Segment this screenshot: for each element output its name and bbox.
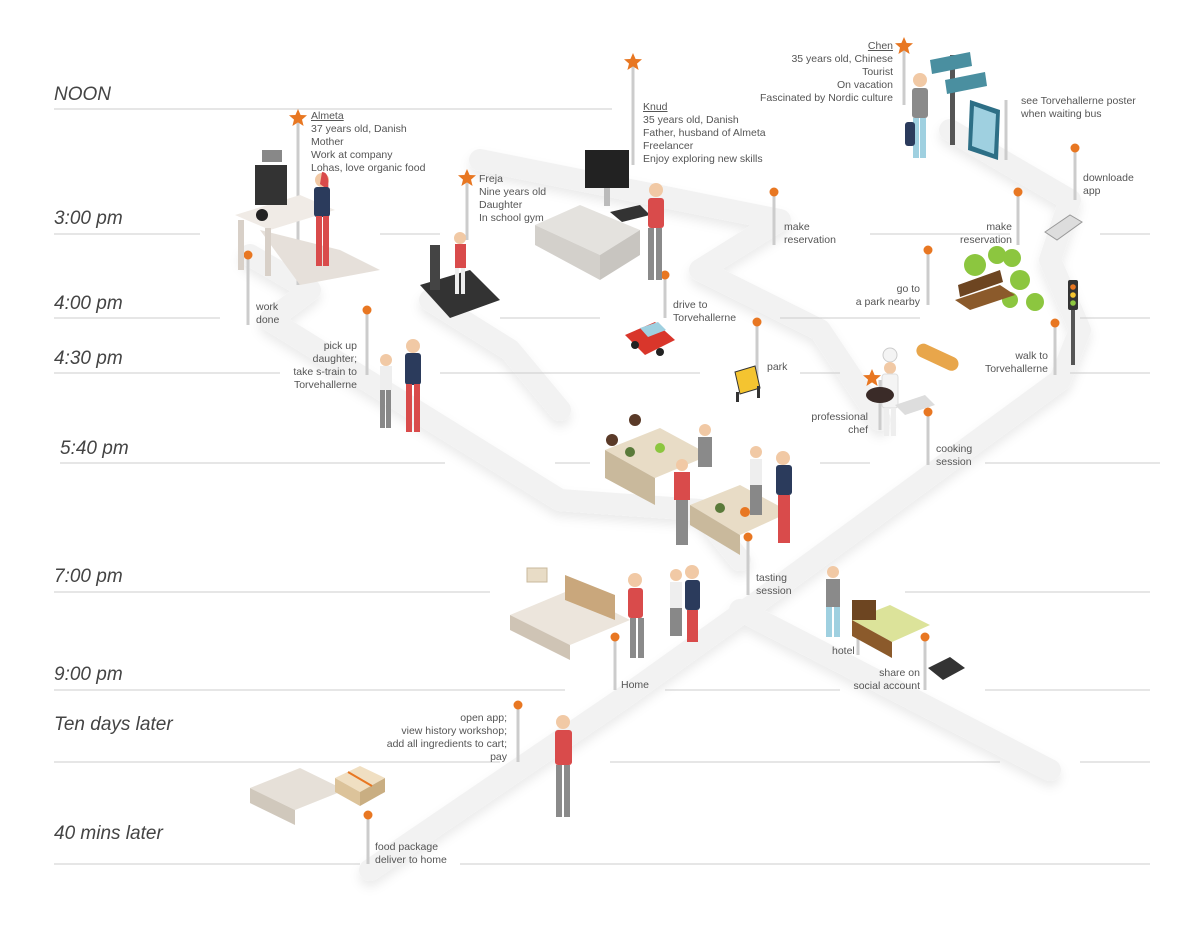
timeline-pins	[243, 37, 1080, 864]
almeta-figure	[314, 172, 330, 266]
mother-daughter-figures	[380, 339, 421, 432]
time-dividers	[54, 108, 1160, 865]
step-download-app: downloade app	[1083, 172, 1134, 197]
step-share: share on social account	[853, 667, 920, 692]
time-40-mins-later: 40 mins later	[54, 823, 163, 844]
time-9pm: 9:00 pm	[54, 664, 123, 685]
time-ten-days-later: Ten days later	[54, 714, 173, 735]
persona-knud: Knud 35 years old, Danish Father, husban…	[643, 101, 766, 165]
time-4pm: 4:00 pm	[54, 293, 123, 314]
sofa-package-illustration	[250, 766, 385, 825]
tasting-tables-illustration	[605, 428, 790, 555]
traffic-light-illustration	[1068, 280, 1078, 365]
step-knud-reservation: make reservation	[784, 221, 836, 246]
sofa-computer-illustration	[535, 150, 650, 280]
treadmill-illustration	[420, 232, 500, 318]
persona-chen: Chen 35 years old, Chinese Tourist On va…	[759, 40, 893, 104]
step-chen-reservation: make reservation	[960, 221, 1012, 246]
step-work-done: work done	[256, 301, 280, 326]
time-3pm: 3:00 pm	[54, 208, 123, 229]
car-illustration	[625, 322, 675, 356]
step-pick-up: pick up daughter; take s-train to Torvehal…	[293, 340, 357, 391]
time-7pm: 7:00 pm	[54, 566, 123, 587]
family-walking-figures	[628, 565, 700, 658]
chen-figure	[905, 73, 928, 158]
step-drive: drive to Torvehallerne	[673, 299, 737, 324]
bus-stop-illustration	[930, 52, 1000, 160]
step-food-package: food package deliver to home	[375, 841, 447, 866]
step-go-park: go to a park nearby	[855, 283, 920, 308]
step-open-app: open app; view history workshop; add all …	[386, 712, 507, 763]
persona-freja: Freja Nine years old Daughter In school …	[479, 173, 547, 224]
step-hotel: hotel	[832, 645, 855, 657]
park-illustration	[955, 246, 1044, 311]
step-tasting: tasting session	[756, 572, 792, 597]
man-with-phone-figure	[555, 715, 572, 817]
knud-figure	[648, 183, 664, 280]
step-cooking: cooking session	[936, 443, 973, 468]
step-walk: walk to Torvehallerne	[984, 350, 1048, 375]
parking-sign-illustration	[734, 365, 761, 402]
tasting-people-figures	[606, 414, 792, 545]
home-bed-illustration	[510, 567, 630, 660]
time-540pm: 5:40 pm	[60, 438, 129, 459]
time-noon: NOON	[54, 84, 111, 105]
step-chef: professional chef	[811, 411, 868, 436]
path-ribbons	[239, 119, 1091, 881]
persona-almeta: Almeta 37 years old, Danish Mother Work …	[311, 110, 426, 174]
chef-illustration	[866, 343, 959, 436]
phone-illustration	[1044, 214, 1083, 241]
time-430pm: 4:30 pm	[54, 348, 123, 369]
step-park: park	[767, 361, 788, 373]
step-home: Home	[621, 679, 650, 691]
hotel-bed-illustration	[826, 566, 930, 658]
tablet-illustration	[928, 657, 965, 680]
step-see-poster: see Torvehallerne poster when waiting bus	[1021, 95, 1136, 120]
